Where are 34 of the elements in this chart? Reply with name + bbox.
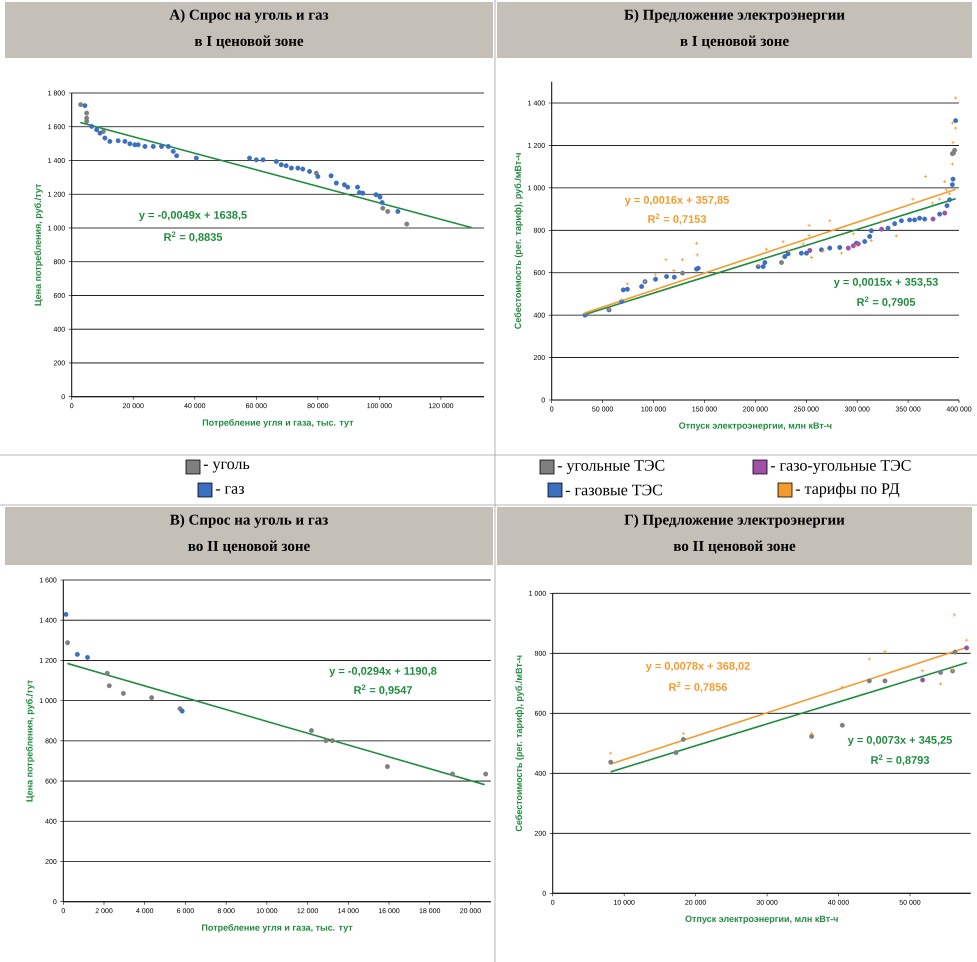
annotation: R$^{2}$ = 0,7153 [648,213,706,225]
annotation: y = 0,0078x + 368,02 [646,662,750,672]
y-axis-title: Себестоимость (рег. тариф), руб./мВт-ч [514,153,523,329]
x-axis-title: Потребление угля и газа, тыс. тут [202,924,352,933]
legend-label: - газ [216,486,244,494]
chart-subtitle: в I ценовой зоне [194,36,304,48]
chart-subtitle: в I ценовой зоне [680,36,789,48]
annotation: R$^{2}$ = 0,8835 [164,231,222,243]
chart-subtitle: во II ценовой зоне [188,540,310,554]
chart-title: А) Спрос на уголь и газ [170,9,328,23]
annotation: y = 0,0016x + 357,85 [624,196,729,206]
legend-label: - тарифы по РД [796,482,900,498]
annotation: R$^{2}$ = 0,7856 [669,681,728,693]
chart-title: Б) Предложение электроэнергии [624,9,845,23]
legend-label: - газо-угольные ТЭС [770,460,911,474]
annotation: y = -0,0294x + 1190,8 [329,667,436,677]
x-axis-title: Отпуск электроэнергии, млн кВт-ч [679,422,832,430]
y-axis-title: Цена потребления, руб./тут [26,680,34,802]
y-axis-title: Цена потребления, руб./тут [34,184,43,306]
legend-label: - уголь [204,461,250,472]
chart-subtitle: во II ценовой зоне [674,540,796,554]
annotation: R$^{2}$ = 0,9547 [354,684,412,696]
annotation: R$^{2}$ = 0,8793 [871,754,930,766]
annotation: y = 0,0073x + 345,25 [848,736,952,746]
legend-label: - угольные ТЭС [558,460,664,474]
annotation: R$^{2}$ = 0,7905 [857,296,916,308]
x-axis-title: Отпуск электроэнергии, млн кВт-ч [685,916,838,924]
chart-title: Г) Предложение электроэнергии [624,514,844,528]
annotation: y = 0,0015x + 353,53 [834,278,938,288]
annotation: y = -0,0049x + 1638,5 [138,211,247,221]
x-axis-title: Потребление угля и газа, тыс. тут [202,419,354,428]
legend-label: - газовые ТЭС [566,484,662,496]
y-axis-title: Себестоимость (рег. тариф), руб./мВт-ч [515,656,524,832]
chart-title: В) Спрос на уголь и газ [170,514,328,528]
